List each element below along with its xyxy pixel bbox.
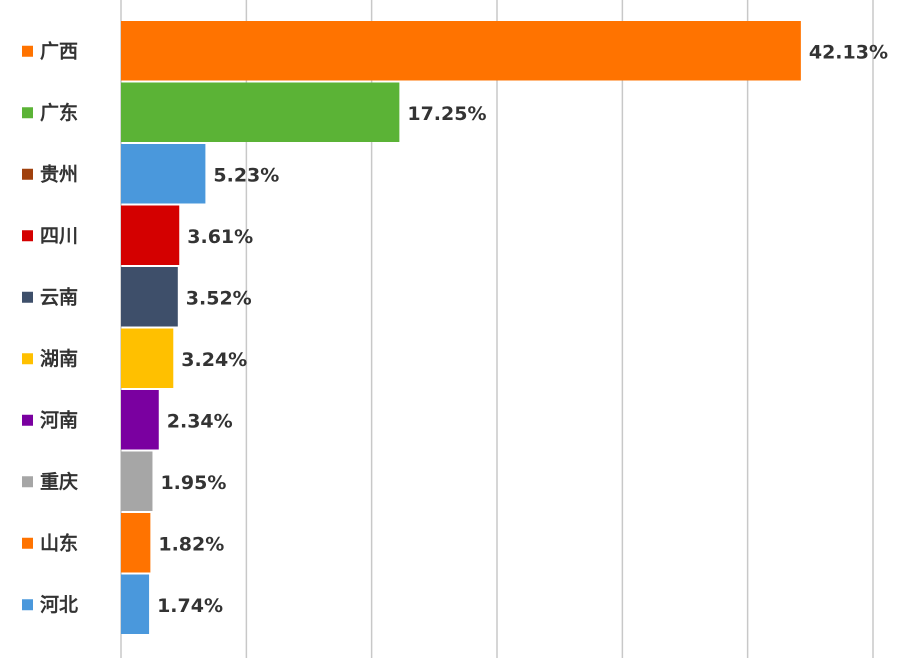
value-label: 3.61% — [187, 226, 253, 248]
value-label: 3.52% — [186, 287, 252, 309]
bar — [121, 144, 206, 204]
category-label: 四川 — [40, 225, 78, 247]
value-label: 17.25% — [407, 103, 486, 125]
category-label: 湖南 — [40, 348, 78, 370]
value-label: 2.34% — [167, 410, 233, 432]
bar — [121, 205, 180, 265]
category-label: 河南 — [40, 409, 78, 431]
value-label: 1.74% — [157, 595, 223, 617]
bar — [121, 21, 801, 81]
legend-marker — [22, 353, 33, 365]
legend-marker — [22, 537, 33, 549]
bar — [121, 574, 150, 634]
bar — [121, 390, 159, 450]
value-label: 5.23% — [213, 164, 279, 186]
category-label: 广东 — [40, 101, 78, 124]
legend-marker — [22, 107, 33, 119]
bar — [121, 82, 400, 142]
legend-marker — [22, 599, 33, 611]
bar — [121, 267, 178, 327]
bar — [121, 451, 153, 511]
value-label: 1.95% — [160, 472, 226, 494]
bar — [121, 328, 174, 388]
category-label: 广西 — [40, 39, 78, 62]
legend-marker — [22, 45, 33, 57]
legend-marker — [22, 168, 33, 180]
value-label: 3.24% — [181, 349, 247, 371]
category-label: 云南 — [40, 286, 78, 308]
category-label: 山东 — [40, 531, 78, 554]
category-label: 贵州 — [40, 163, 78, 185]
category-label: 河北 — [40, 594, 78, 616]
legend-marker — [22, 414, 33, 426]
value-label: 42.13% — [809, 41, 888, 63]
category-label: 重庆 — [40, 470, 78, 493]
bar — [121, 513, 151, 573]
legend-marker — [22, 476, 33, 488]
legend-marker — [22, 230, 33, 242]
value-label: 1.82% — [158, 533, 224, 555]
legend-marker — [22, 291, 33, 303]
